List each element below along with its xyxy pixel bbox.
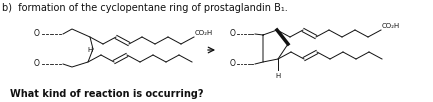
Text: CO₂H: CO₂H [195,30,213,36]
Text: CO₂H: CO₂H [382,23,400,29]
Text: b)  formation of the cyclopentane ring of prostaglandin B₁.: b) formation of the cyclopentane ring of… [2,3,288,13]
Text: H: H [275,73,281,79]
Text: O: O [34,29,40,38]
Text: H: H [87,47,93,53]
Text: O: O [229,29,235,38]
Text: What kind of reaction is occurring?: What kind of reaction is occurring? [10,89,204,99]
Text: O: O [34,59,40,69]
Text: O: O [229,59,235,69]
